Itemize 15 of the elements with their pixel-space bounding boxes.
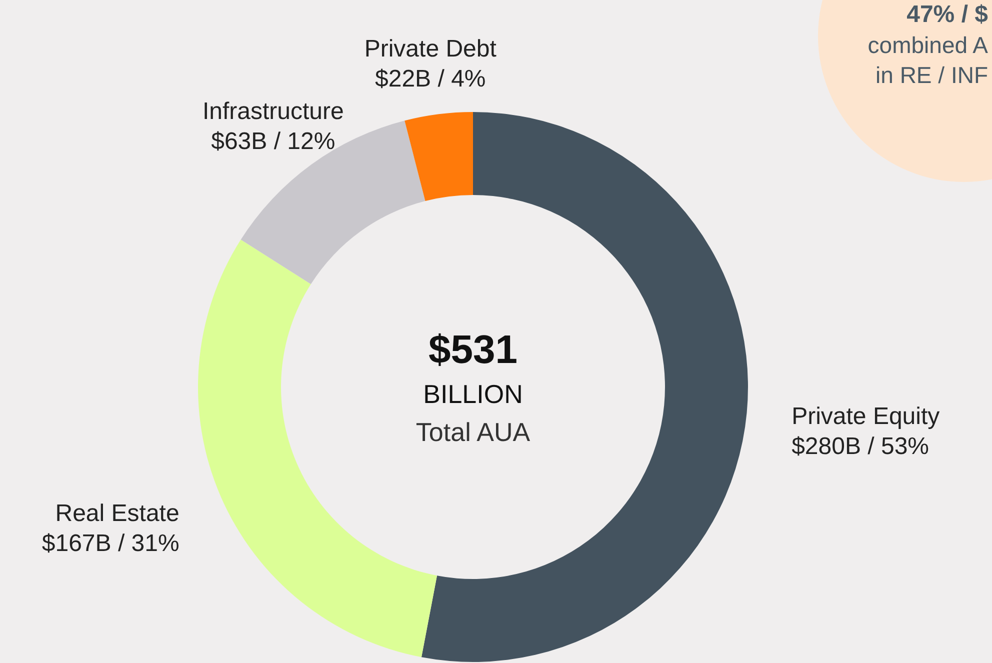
text: combined A xyxy=(868,31,988,60)
slice-label: Private Equity xyxy=(792,403,940,430)
text: in RE / INF xyxy=(874,61,988,90)
data-label: $280B / 53% xyxy=(792,433,930,460)
text: BILLION xyxy=(423,379,523,409)
text: 47% / $ xyxy=(906,0,988,30)
slice-label: Private Debt xyxy=(364,36,497,63)
donut-slice xyxy=(404,112,473,202)
slice-label: Infrastructure xyxy=(202,98,344,125)
data-label: $63B / 12% xyxy=(211,128,336,155)
data-label: $22B / 4% xyxy=(375,66,486,93)
data-label: $167B / 31% xyxy=(42,530,180,558)
slice-label: Real Estate xyxy=(55,500,180,528)
text: $531 xyxy=(428,328,518,372)
text: Total AUA xyxy=(416,417,531,447)
